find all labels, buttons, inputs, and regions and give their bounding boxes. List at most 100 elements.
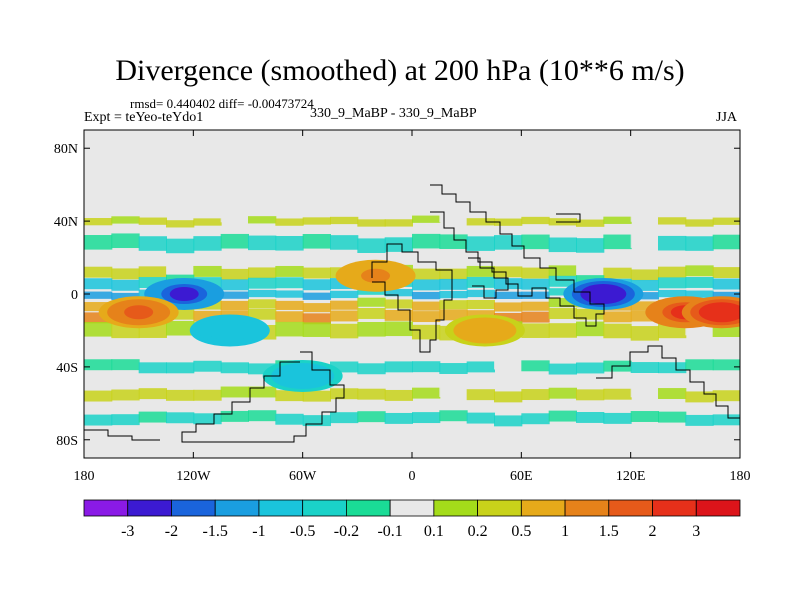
colorbar-label: -0.2 bbox=[334, 523, 359, 540]
field-band-cell bbox=[576, 264, 605, 276]
field-band-cell bbox=[357, 322, 386, 337]
y-tick-label: 80S bbox=[56, 434, 78, 449]
field-band-cell bbox=[248, 289, 277, 298]
field-band-cell bbox=[548, 275, 577, 287]
field-band-cell bbox=[248, 216, 277, 224]
field-band-cell bbox=[494, 415, 523, 427]
field-band-cell bbox=[275, 311, 304, 323]
field-band-cell bbox=[658, 411, 687, 423]
x-tick-label: 180 bbox=[730, 469, 751, 484]
field-band-cell bbox=[466, 412, 495, 424]
continent-outline-south-america bbox=[181, 351, 345, 443]
field-band-cell bbox=[548, 265, 577, 277]
field-band-cell bbox=[193, 389, 222, 401]
field-band-cell bbox=[193, 310, 222, 322]
field-band-cell bbox=[548, 410, 577, 422]
field-band-cell bbox=[685, 277, 714, 288]
field-band-cell bbox=[384, 237, 413, 252]
field-band-cell bbox=[84, 235, 113, 250]
field-band-cell bbox=[84, 266, 113, 278]
field-band-cell bbox=[521, 301, 550, 311]
field-feature-contour bbox=[361, 268, 391, 283]
field-band-cell bbox=[384, 389, 413, 401]
field-band-cell bbox=[138, 277, 167, 288]
field-band-cell bbox=[384, 219, 413, 227]
field-band-cell bbox=[166, 389, 195, 401]
field-band-cell bbox=[658, 388, 687, 399]
colorbar-label: -3 bbox=[121, 523, 134, 540]
field-band-cell bbox=[166, 362, 195, 374]
field-band-cell bbox=[220, 410, 249, 422]
x-tick-label: 120W bbox=[176, 469, 211, 484]
case-label: 330_9_MaBP - 330_9_MaBP bbox=[310, 106, 477, 121]
field-band-cell bbox=[576, 389, 605, 401]
field-band-cell bbox=[111, 414, 140, 426]
field-band-cell bbox=[521, 360, 550, 372]
field-band-cell bbox=[603, 216, 632, 224]
field-band-cell bbox=[521, 267, 550, 279]
field-band-cell bbox=[384, 309, 413, 321]
field-band-cell bbox=[248, 267, 277, 279]
colorbar-swatch bbox=[608, 499, 653, 517]
field-band-cell bbox=[111, 389, 140, 401]
field-band-cell bbox=[166, 320, 195, 336]
field-band-cell bbox=[630, 310, 659, 322]
field-band-cell bbox=[630, 279, 659, 291]
field-band-cell bbox=[712, 390, 740, 402]
field-band-cell bbox=[658, 217, 687, 225]
field-band-cell bbox=[630, 326, 659, 341]
field-feature-contour bbox=[588, 287, 618, 301]
colorbar-label: -1 bbox=[252, 523, 265, 540]
field-band-cell bbox=[685, 414, 714, 426]
field-band-cell bbox=[111, 268, 140, 280]
field-band-cell bbox=[412, 279, 441, 291]
field-band-cell bbox=[111, 359, 140, 371]
field-band-cell bbox=[220, 279, 249, 291]
field-band-cell bbox=[357, 238, 386, 253]
field-band-cell bbox=[548, 387, 577, 399]
field-band-cell bbox=[630, 411, 659, 422]
field-band-cell bbox=[412, 268, 441, 280]
x-tick-label: 180 bbox=[74, 469, 95, 484]
field-band-cell bbox=[357, 297, 386, 307]
y-tick-label: 40S bbox=[56, 361, 78, 376]
field-band-cell bbox=[494, 291, 523, 300]
field-band-cell bbox=[439, 215, 468, 223]
field-band-cell bbox=[302, 313, 331, 325]
field-band-cell bbox=[521, 278, 550, 290]
field-band-cell bbox=[412, 215, 441, 223]
field-band-cell bbox=[658, 266, 687, 278]
field-band-cell bbox=[603, 311, 632, 323]
field-band-cell bbox=[466, 236, 495, 251]
field-band-cell bbox=[84, 218, 113, 226]
colorbar-swatch bbox=[477, 499, 522, 517]
x-tick-label: 60E bbox=[510, 469, 533, 484]
colorbar-label: -0.5 bbox=[290, 523, 315, 540]
field-band-cell bbox=[466, 218, 495, 226]
field-band-cell bbox=[166, 263, 195, 275]
field-band-cell bbox=[138, 217, 167, 225]
field-band-cell bbox=[712, 414, 740, 426]
field-band-cell bbox=[330, 310, 359, 322]
field-band-cell bbox=[302, 322, 331, 337]
continent-outline-island bbox=[556, 213, 581, 223]
colorbar-swatch bbox=[83, 499, 129, 517]
field-feature-contour bbox=[288, 369, 318, 383]
field-band-cell bbox=[576, 362, 605, 374]
field-band-cell bbox=[658, 362, 687, 374]
field-band-cell bbox=[466, 299, 495, 310]
field-band-cell bbox=[330, 290, 359, 299]
field-band-cell bbox=[466, 289, 495, 298]
field-band-cell bbox=[84, 322, 113, 337]
field-band-cell bbox=[712, 359, 740, 371]
field-band-cell bbox=[412, 233, 441, 249]
field-band-cell bbox=[193, 265, 222, 277]
field-band-cell bbox=[248, 235, 277, 251]
field-band-cell bbox=[302, 390, 331, 402]
colorbar-swatch bbox=[214, 499, 260, 517]
field-band-cell bbox=[712, 234, 740, 250]
field-band-cell bbox=[357, 388, 386, 400]
colorbar-swatch bbox=[389, 499, 435, 517]
field-band-cell bbox=[630, 362, 659, 374]
